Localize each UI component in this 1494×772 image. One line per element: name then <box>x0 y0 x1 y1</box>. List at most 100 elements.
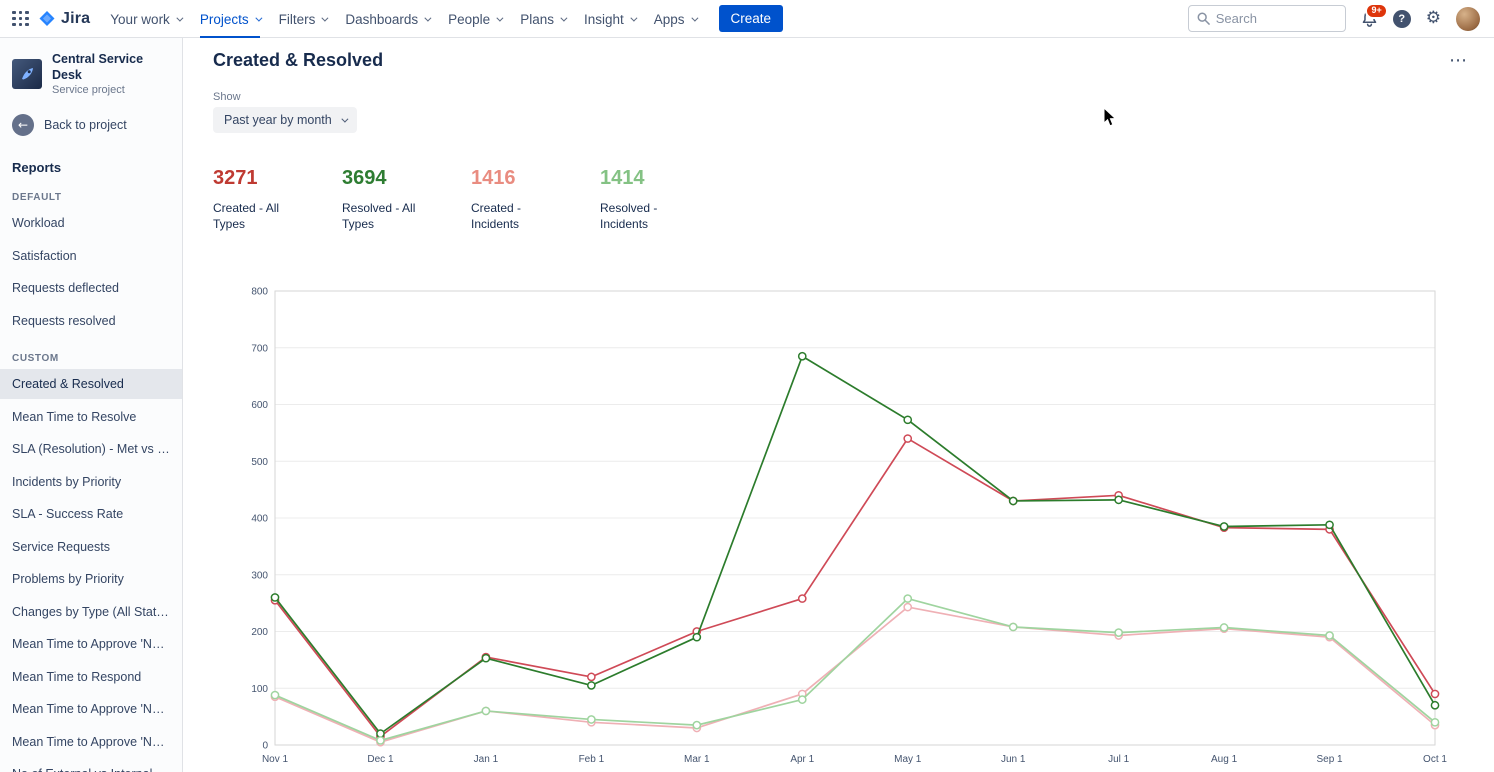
x-tick-label: May 1 <box>894 754 922 765</box>
report-header: Created & Resolved ⋯ <box>213 50 1474 71</box>
nav-item-insight[interactable]: Insight <box>584 0 638 38</box>
user-avatar[interactable] <box>1456 6 1480 31</box>
sidebar-item-sla-resolution-met-vs-bre[interactable]: SLA (Resolution) - Met vs Bre... <box>12 442 182 457</box>
search-input[interactable] <box>1215 11 1337 26</box>
sidebar-item-mean-time-to-respond[interactable]: Mean Time to Respond <box>12 669 142 684</box>
sidebar-item-incidents-by-priority[interactable]: Incidents by Priority <box>12 474 122 489</box>
top-navigation-bar: Jira Your work Projects Filters Dashboards P… <box>0 0 1494 38</box>
notifications-bell-icon[interactable]: 9+ <box>1361 2 1388 28</box>
sidebar-item-changes-by-type-all-statuses[interactable]: Changes by Type (All Statuses) <box>12 604 182 619</box>
data-point <box>587 681 596 691</box>
show-label: Show <box>213 91 241 103</box>
chevron-down-icon <box>496 14 504 22</box>
plot-border <box>274 290 1436 746</box>
period-dropdown[interactable]: Past year by month <box>213 107 357 133</box>
chevron-down-icon <box>341 115 349 123</box>
data-point <box>1325 520 1334 530</box>
nav-item-projects[interactable]: Projects <box>199 0 263 38</box>
jira-logo-icon <box>39 10 55 26</box>
help-icon[interactable]: ? <box>1392 9 1411 28</box>
summary-stats: 3271 Created - All Types 3694 Resolved - Al… <box>213 167 1474 232</box>
jira-logo[interactable]: Jira <box>39 10 90 28</box>
sidebar-item-requests-deflected[interactable]: Requests deflected <box>12 281 120 296</box>
nav-item-people[interactable]: People <box>448 0 504 38</box>
series-line <box>274 598 1436 742</box>
stat-created-all-types: 3271 Created - All Types <box>213 167 342 232</box>
x-tick-label: Sep 1 <box>1316 754 1343 765</box>
x-tick-label: Oct 1 <box>1423 754 1447 765</box>
sidebar-section-title: Reports <box>12 160 62 176</box>
stat-created-incidents: 1416 Created - Incidents <box>471 167 600 232</box>
nav-item-label: People <box>448 11 491 27</box>
project-avatar-icon <box>12 59 42 90</box>
sidebar-group-label-default: DEFAULT <box>12 192 62 204</box>
data-point <box>270 593 280 603</box>
nav-item-plans[interactable]: Plans <box>520 0 568 38</box>
sidebar-item-mean-time-to-approve-norm[interactable]: Mean Time to Approve 'Norm... <box>12 734 182 749</box>
settings-gear-icon[interactable]: ⚙ <box>1426 10 1441 27</box>
data-point <box>797 352 807 361</box>
sidebar-item-mean-time-to-resolve[interactable]: Mean Time to Resolve <box>12 409 137 424</box>
page-title: Created & Resolved <box>213 50 384 70</box>
create-button[interactable]: Create <box>718 5 784 32</box>
chevron-down-icon <box>176 14 184 22</box>
stat-label: Resolved - All Types <box>342 201 416 232</box>
y-tick-label: 700 <box>251 344 268 355</box>
data-point <box>692 721 702 730</box>
data-point <box>1219 522 1229 532</box>
search-icon <box>1197 12 1210 25</box>
data-point <box>1325 631 1334 641</box>
data-point <box>1114 628 1123 638</box>
nav-item-apps[interactable]: Apps <box>654 0 698 38</box>
back-to-project-button[interactable]: ← Back to project <box>0 106 182 146</box>
sidebar-item-service-requests[interactable]: Service Requests <box>12 539 110 554</box>
sidebar-item-workload[interactable]: Workload <box>12 216 65 231</box>
stat-resolved-all-types: 3694 Resolved - All Types <box>342 167 471 232</box>
report-list: DEFAULT Workload Satisfaction Requests defl… <box>0 177 182 772</box>
x-tick-label: Aug 1 <box>1211 754 1238 765</box>
jira-logo-text: Jira <box>61 9 91 27</box>
nav-item-label: Projects <box>199 11 249 27</box>
series-line <box>274 438 1436 738</box>
sidebar-item-mean-time-to-approve-norm[interactable]: Mean Time to Approve 'Norm... <box>12 702 182 717</box>
back-to-project-label: Back to project <box>44 118 127 133</box>
data-point <box>376 736 385 746</box>
sidebar-item-sla-success-rate[interactable]: SLA - Success Rate <box>12 507 124 522</box>
search-box[interactable] <box>1187 5 1346 32</box>
data-point <box>587 672 596 682</box>
project-name: Central Service Desk <box>52 52 144 82</box>
data-point <box>692 633 702 642</box>
back-arrow-icon: ← <box>12 114 34 137</box>
data-point <box>1430 718 1440 728</box>
sidebar-item-satisfaction[interactable]: Satisfaction <box>12 248 77 263</box>
app-switcher-icon[interactable] <box>12 10 29 27</box>
more-options-icon[interactable]: ⋯ <box>1449 49 1468 71</box>
series-line <box>274 355 1436 735</box>
sidebar-item-problems-by-priority[interactable]: Problems by Priority <box>12 572 124 587</box>
nav-item-dashboards[interactable]: Dashboards <box>345 0 432 38</box>
sidebar-item-mean-time-to-approve-norm[interactable]: Mean Time to Approve 'Norm... <box>12 637 182 652</box>
sidebar-item-created-resolved[interactable]: Created & Resolved <box>0 369 182 400</box>
chevron-down-icon <box>690 14 698 22</box>
chevron-down-icon <box>560 14 568 22</box>
stat-value: 1414 <box>600 167 645 189</box>
y-tick-label: 100 <box>251 684 268 695</box>
stat-value: 3694 <box>342 167 387 189</box>
sidebar-item-requests-resolved[interactable]: Requests resolved <box>12 313 116 328</box>
x-tick-label: Nov 1 <box>262 754 289 765</box>
nav-item-your-work[interactable]: Your work <box>110 0 184 38</box>
nav-item-filters[interactable]: Filters <box>279 0 329 38</box>
project-card[interactable]: Central Service Desk Service project <box>0 38 182 106</box>
series-created-all-types <box>270 434 1440 742</box>
y-tick-label: 600 <box>251 400 268 411</box>
sidebar-item-no-of-external-vs-internal-ser[interactable]: No of External vs Internal Ser... <box>0 759 182 772</box>
y-tick-label: 0 <box>262 741 268 752</box>
notification-badge: 9+ <box>1365 2 1388 19</box>
stat-value: 1416 <box>471 167 516 189</box>
data-point <box>1114 495 1123 505</box>
chevron-down-icon <box>630 14 638 22</box>
x-tick-label: Feb 1 <box>579 754 605 765</box>
y-tick-label: 800 <box>251 287 268 298</box>
top-nav-right: 9+ ? ⚙ <box>1187 2 1480 32</box>
x-tick-label: Jan 1 <box>474 754 499 765</box>
